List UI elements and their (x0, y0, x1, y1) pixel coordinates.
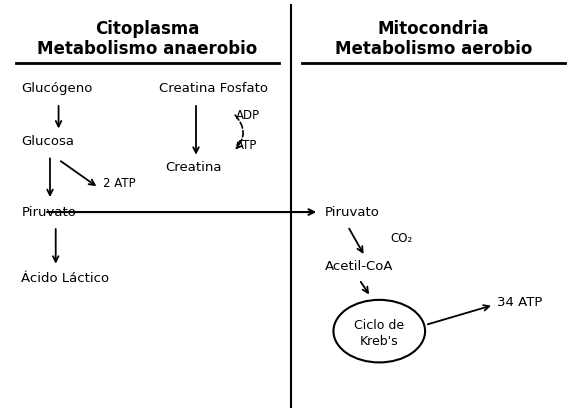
Text: Glucosa: Glucosa (21, 135, 74, 148)
Text: Metabolismo aerobio: Metabolismo aerobio (335, 40, 532, 59)
Text: Acetil-CoA: Acetil-CoA (325, 260, 393, 273)
Text: Ciclo de: Ciclo de (354, 318, 404, 332)
Text: 2 ATP: 2 ATP (103, 177, 135, 190)
Text: ATP: ATP (236, 139, 257, 152)
Text: Creatina: Creatina (166, 161, 222, 174)
Text: Mitocondria: Mitocondria (378, 20, 489, 38)
Text: Creatina Fosfato: Creatina Fosfato (159, 82, 268, 96)
Text: ADP: ADP (236, 109, 260, 122)
Text: Piruvato: Piruvato (325, 206, 380, 218)
Text: Ácido Láctico: Ácido Láctico (21, 272, 109, 285)
Text: Piruvato: Piruvato (21, 206, 76, 218)
Text: Metabolismo anaerobio: Metabolismo anaerobio (37, 40, 257, 59)
Text: 34 ATP: 34 ATP (497, 296, 542, 309)
Text: Glucógeno: Glucógeno (21, 82, 93, 96)
Text: Citoplasma: Citoplasma (95, 20, 199, 38)
Text: CO₂: CO₂ (390, 232, 413, 245)
Text: Kreb's: Kreb's (360, 335, 399, 348)
